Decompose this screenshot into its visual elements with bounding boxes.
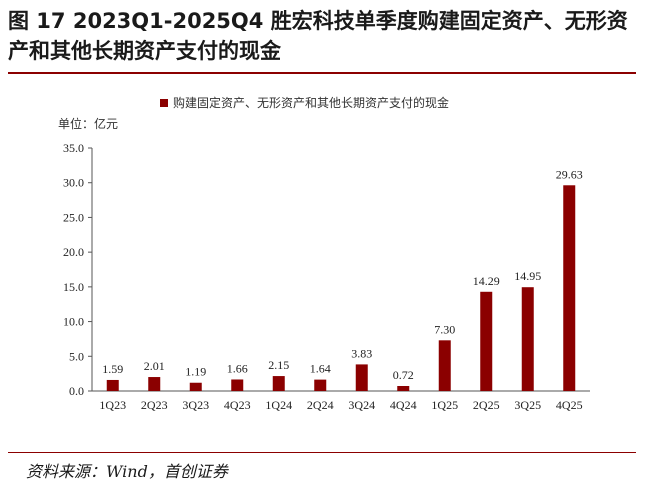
x-tick-label: 3Q25 [514, 398, 541, 412]
data-label: 0.72 [393, 368, 414, 382]
data-label: 1.66 [227, 361, 248, 375]
bars: 1.59 2.01 1.19 1.66 2.15 1.64 3.83 0.72 7.30 14.2… [102, 167, 583, 391]
y-tick-label: 15.0 [63, 280, 84, 294]
bar [521, 287, 534, 391]
bar [438, 340, 451, 391]
bar [563, 185, 576, 391]
data-label: 3.83 [351, 346, 372, 360]
source-note: 资料来源：Wind，首创证券 [26, 462, 228, 481]
y-tick-label: 5.0 [69, 349, 84, 363]
data-label: 29.63 [556, 167, 583, 181]
unit-label: 单位：亿元 [58, 116, 118, 131]
source-divider [8, 452, 636, 453]
data-label: 2.01 [144, 359, 165, 373]
y-tick-label: 35.0 [63, 141, 84, 155]
bar [355, 364, 368, 391]
data-label: 2.15 [268, 358, 289, 372]
y-tick-label: 10.0 [63, 315, 84, 329]
x-tick-label: 1Q24 [265, 398, 292, 412]
y-tick-label: 20.0 [63, 245, 84, 259]
bar [314, 379, 327, 391]
x-tick-label: 2Q25 [473, 398, 500, 412]
bar [148, 377, 161, 391]
bar [480, 291, 493, 391]
legend-swatch [160, 99, 168, 107]
x-tick-label: 1Q23 [99, 398, 126, 412]
x-tick-label: 2Q23 [141, 398, 168, 412]
x-tick-label: 4Q25 [556, 398, 583, 412]
legend: 购建固定资产、无形资产和其他长期资产支付的现金 [160, 95, 449, 110]
bar [397, 386, 410, 391]
x-tick-label: 3Q23 [182, 398, 209, 412]
bar [272, 376, 285, 391]
data-label: 14.29 [473, 274, 500, 288]
bar [231, 379, 244, 391]
x-tick-label: 3Q24 [348, 398, 375, 412]
data-label: 1.59 [102, 362, 123, 376]
data-label: 1.64 [310, 362, 331, 376]
legend-label: 购建固定资产、无形资产和其他长期资产支付的现金 [173, 95, 449, 110]
data-label: 1.19 [185, 365, 206, 379]
y-tick-label: 25.0 [63, 210, 84, 224]
x-axis: 1Q23 2Q23 3Q23 4Q23 1Q24 2Q24 3Q24 4Q24 1Q25 2Q25… [92, 390, 590, 412]
bar [189, 382, 202, 391]
y-axis: 0.0 5.0 10.0 15.0 20.0 25.0 30.0 35.0 [63, 141, 93, 398]
title-divider [8, 72, 636, 74]
x-tick-label: 1Q25 [431, 398, 458, 412]
x-tick-label: 4Q24 [390, 398, 417, 412]
data-label: 7.30 [434, 322, 455, 336]
x-tick-label: 4Q23 [224, 398, 251, 412]
bar [106, 379, 119, 391]
figure-title: 图 17 2023Q1-2025Q4 胜宏科技单季度购建固定资产、无形资产和其他… [8, 9, 628, 63]
x-tick-label: 2Q24 [307, 398, 334, 412]
data-label: 14.95 [514, 269, 541, 283]
y-tick-label: 30.0 [63, 176, 84, 190]
y-tick-label: 0.0 [69, 384, 84, 398]
